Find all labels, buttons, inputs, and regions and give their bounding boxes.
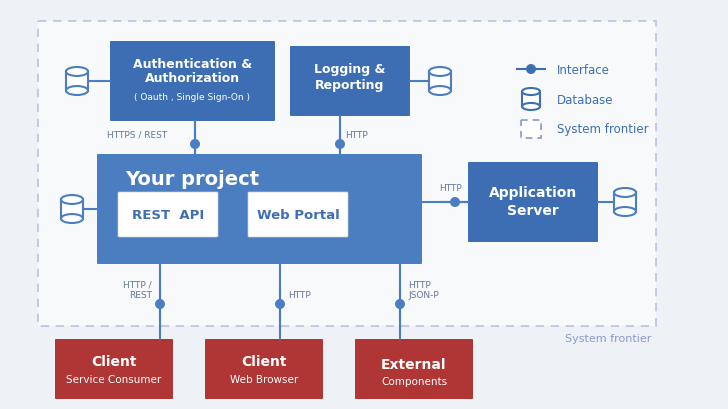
Circle shape bbox=[395, 299, 405, 309]
Text: Service Consumer: Service Consumer bbox=[66, 374, 162, 384]
FancyBboxPatch shape bbox=[97, 155, 422, 264]
Text: Authorization: Authorization bbox=[145, 72, 240, 85]
FancyBboxPatch shape bbox=[38, 22, 656, 326]
Text: System frontier: System frontier bbox=[565, 333, 651, 343]
Bar bbox=[614, 193, 636, 212]
Ellipse shape bbox=[61, 196, 83, 204]
Bar bbox=[66, 72, 88, 91]
Ellipse shape bbox=[522, 89, 540, 96]
Ellipse shape bbox=[61, 214, 83, 223]
Text: HTTP: HTTP bbox=[288, 290, 311, 299]
FancyBboxPatch shape bbox=[468, 163, 598, 243]
Text: Web Portal: Web Portal bbox=[257, 209, 339, 221]
Circle shape bbox=[335, 139, 345, 150]
Text: Components: Components bbox=[381, 376, 447, 386]
Bar bbox=[61, 200, 83, 219]
Ellipse shape bbox=[614, 207, 636, 216]
Bar bbox=[614, 193, 636, 212]
FancyBboxPatch shape bbox=[55, 339, 173, 399]
Bar bbox=[430, 72, 450, 91]
Circle shape bbox=[275, 299, 285, 309]
Text: HTTP: HTTP bbox=[439, 184, 462, 193]
Circle shape bbox=[450, 198, 460, 207]
Text: Interface: Interface bbox=[557, 63, 610, 76]
Text: HTTP /
REST: HTTP / REST bbox=[123, 280, 152, 299]
Text: Your project: Your project bbox=[125, 170, 259, 189]
Text: Client: Client bbox=[91, 354, 137, 368]
Text: Server: Server bbox=[507, 204, 559, 218]
Ellipse shape bbox=[66, 68, 88, 77]
Bar bbox=[67, 72, 87, 91]
Bar bbox=[62, 200, 82, 219]
FancyBboxPatch shape bbox=[205, 339, 323, 399]
Bar bbox=[523, 92, 539, 107]
Text: System frontier: System frontier bbox=[557, 123, 649, 136]
FancyBboxPatch shape bbox=[118, 193, 218, 237]
Circle shape bbox=[190, 139, 200, 150]
Ellipse shape bbox=[66, 87, 88, 96]
FancyBboxPatch shape bbox=[355, 339, 473, 399]
Text: HTTP
JSON-P: HTTP JSON-P bbox=[408, 280, 439, 299]
FancyBboxPatch shape bbox=[248, 193, 348, 237]
Text: Database: Database bbox=[557, 93, 614, 106]
Ellipse shape bbox=[429, 87, 451, 96]
Text: Reporting: Reporting bbox=[315, 78, 384, 91]
Text: Web Browser: Web Browser bbox=[230, 374, 298, 384]
Ellipse shape bbox=[614, 189, 636, 198]
Text: Logging &: Logging & bbox=[314, 62, 386, 75]
Ellipse shape bbox=[429, 68, 451, 77]
Circle shape bbox=[155, 299, 165, 309]
FancyBboxPatch shape bbox=[521, 121, 541, 139]
Text: REST  API: REST API bbox=[132, 209, 204, 221]
Text: External: External bbox=[381, 357, 447, 371]
Text: Authentication &: Authentication & bbox=[133, 57, 252, 70]
Text: ( Oauth , Single Sign-On ): ( Oauth , Single Sign-On ) bbox=[135, 92, 250, 101]
Ellipse shape bbox=[522, 104, 540, 111]
Bar bbox=[429, 72, 451, 91]
FancyBboxPatch shape bbox=[290, 47, 410, 117]
Text: Application: Application bbox=[489, 186, 577, 200]
Text: Client: Client bbox=[241, 354, 287, 368]
Text: HTTP: HTTP bbox=[345, 131, 368, 139]
FancyBboxPatch shape bbox=[110, 42, 275, 122]
Bar bbox=[522, 92, 540, 107]
Text: HTTPS / REST: HTTPS / REST bbox=[107, 131, 167, 139]
Circle shape bbox=[526, 65, 536, 75]
